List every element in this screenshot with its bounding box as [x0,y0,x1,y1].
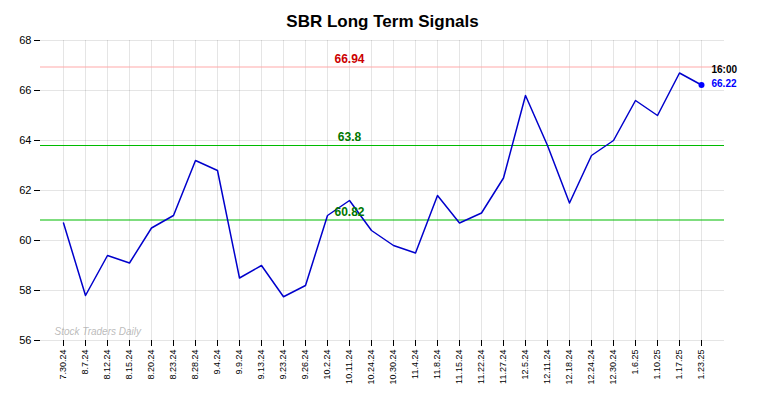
svg-text:12.18.24: 12.18.24 [564,350,574,385]
svg-text:8.28.24: 8.28.24 [190,350,200,380]
svg-text:7.30.24: 7.30.24 [58,350,68,380]
svg-text:10.30.24: 10.30.24 [388,350,398,385]
svg-text:9.4.24: 9.4.24 [212,350,222,375]
svg-text:1.23.25: 1.23.25 [696,350,706,380]
svg-text:1.17.25: 1.17.25 [674,350,684,380]
svg-text:9.26.24: 9.26.24 [300,350,310,380]
svg-text:8.12.24: 8.12.24 [102,350,112,380]
svg-text:11.4.24: 11.4.24 [410,350,420,379]
svg-text:9.23.24: 9.23.24 [278,350,288,380]
svg-text:8.23.24: 8.23.24 [168,350,178,380]
svg-text:8.15.24: 8.15.24 [124,350,134,380]
svg-text:11.15.24: 11.15.24 [454,350,464,384]
svg-text:12.30.24: 12.30.24 [608,350,618,385]
svg-text:60: 60 [19,234,31,246]
svg-text:68: 68 [19,34,31,46]
svg-text:1.10.25: 1.10.25 [652,350,662,380]
svg-text:60.82: 60.82 [334,205,364,219]
svg-text:Stock Traders Daily: Stock Traders Daily [55,326,143,337]
svg-text:11.8.24: 11.8.24 [432,350,442,379]
svg-text:66: 66 [19,84,31,96]
svg-text:66.22: 66.22 [712,78,737,89]
svg-text:8.20.24: 8.20.24 [146,350,156,380]
svg-text:11.22.24: 11.22.24 [476,350,486,384]
svg-text:66.94: 66.94 [334,52,364,66]
svg-text:9.13.24: 9.13.24 [256,350,266,380]
svg-text:56: 56 [19,334,31,346]
svg-text:SBR Long Term Signals: SBR Long Term Signals [286,12,478,31]
svg-text:62: 62 [19,184,31,196]
svg-text:9.9.24: 9.9.24 [234,350,244,375]
svg-text:1.6.25: 1.6.25 [630,350,640,375]
svg-text:10.11.24: 10.11.24 [344,350,354,384]
svg-text:16:00: 16:00 [712,64,738,75]
svg-text:8.7.24: 8.7.24 [80,350,90,375]
svg-text:11.27.24: 11.27.24 [498,350,508,384]
svg-text:63.8: 63.8 [338,130,362,144]
svg-text:12.5.24: 12.5.24 [520,350,530,380]
svg-text:58: 58 [19,284,31,296]
svg-text:12.24.24: 12.24.24 [586,350,596,385]
svg-text:10.2.24: 10.2.24 [322,350,332,380]
svg-text:10.24.24: 10.24.24 [366,350,376,385]
svg-text:12.11.24: 12.11.24 [542,350,552,384]
svg-text:64: 64 [19,134,31,146]
